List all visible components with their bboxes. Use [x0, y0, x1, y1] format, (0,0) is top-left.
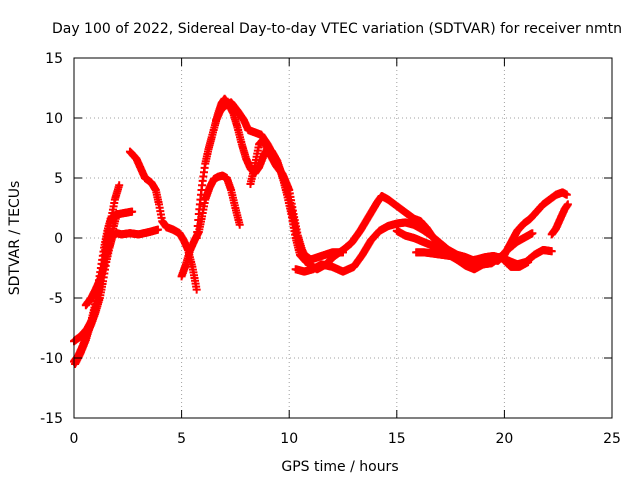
y-tick-label: -10 — [40, 351, 63, 367]
series-arc-12 — [412, 248, 533, 271]
data-point — [563, 200, 572, 209]
data-point — [528, 229, 537, 238]
grid — [74, 58, 612, 418]
data-point — [235, 220, 244, 229]
series-arc-13 — [547, 200, 572, 239]
data-point — [128, 207, 137, 216]
y-tick-label: 5 — [54, 171, 63, 187]
data-point — [153, 225, 162, 234]
x-tick-label: 15 — [388, 431, 406, 447]
chart-title: Day 100 of 2022, Sidereal Day-to-day VTE… — [52, 21, 622, 37]
y-tick-label: 0 — [54, 231, 63, 247]
data-point — [192, 285, 201, 294]
series-arc-4 — [81, 210, 122, 310]
data-point — [547, 247, 556, 256]
data-point — [562, 190, 571, 199]
x-tick-label: 0 — [70, 431, 79, 447]
x-tick-label: 10 — [280, 431, 298, 447]
x-axis-label: GPS time / hours — [281, 459, 398, 475]
data-point — [115, 181, 124, 190]
y-tick-label: -5 — [49, 291, 63, 307]
x-tick-label: 25 — [603, 431, 621, 447]
y-axis-label: SDTVAR / TECUs — [7, 181, 23, 296]
data-points — [70, 94, 572, 368]
x-tick-label: 20 — [495, 431, 513, 447]
y-tick-label: 10 — [45, 111, 63, 127]
x-tick-label: 5 — [177, 431, 186, 447]
data-point — [113, 210, 122, 218]
data-point — [524, 258, 533, 266]
axis-ticks: 0 5 10 15 20 25 -15 -10 -5 0 5 10 15 — [40, 51, 621, 447]
y-tick-label: -15 — [40, 411, 63, 427]
y-tick-label: 15 — [45, 51, 63, 67]
series-arc-3 — [70, 181, 124, 346]
